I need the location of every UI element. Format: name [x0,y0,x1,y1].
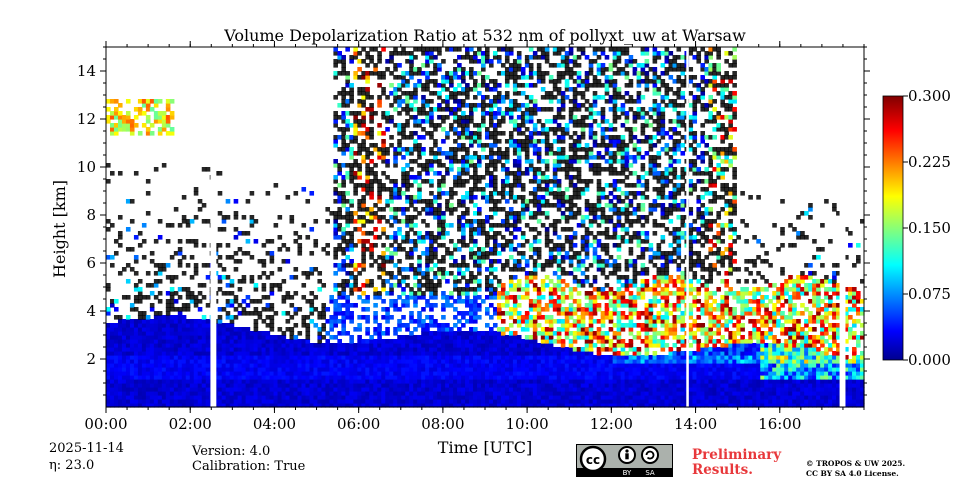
cc-license-badge: cc BY SA [576,444,673,477]
x-tick-label: 00:00 [84,415,127,433]
y-tick-label: 12 [77,110,96,128]
x-tick-label: 06:00 [337,415,380,433]
preliminary-line-2: Results. [692,462,753,478]
date-label: 2025-11-14 [49,441,124,456]
colorbar-tick-label: 0.000 [908,351,951,369]
y-tick-label: 10 [77,158,96,176]
y-tick-label: 2 [86,350,96,368]
chart-title: Volume Depolarization Ratio at 532 nm of… [223,26,746,45]
x-tick-label: 04:00 [253,415,296,433]
copyright-notice: © TROPOS & UW 2025. CC BY SA 4.0 License… [806,459,905,479]
data-gap [839,47,846,407]
calibration-label: Calibration: True [192,459,306,474]
x-tick-label: 10:00 [505,415,548,433]
x-tick-label: 16:00 [758,415,801,433]
x-tick-label: 12:00 [590,415,633,433]
y-axis: 2 4 6 8 10 12 14 [77,46,870,396]
colorbar: 0.000 0.075 0.150 0.225 0.300 [882,87,951,369]
colorbar-tick-label: 0.150 [908,219,951,237]
data-gap [210,47,217,407]
x-tick-label: 02:00 [169,415,212,433]
badge-sa-label: SA [645,469,655,477]
y-axis-label: Height [km] [50,180,69,278]
badge-by-label: BY [623,469,632,477]
colorbar-tick-label: 0.300 [908,87,951,105]
version-label: Version: 4.0 [192,444,271,459]
heatmap-plot: 00:00 02:00 04:00 06:00 08:00 10:00 12:00 14:00… [77,41,870,433]
x-tick-label: 14:00 [674,415,717,433]
copyright-line-2: CC BY SA 4.0 License. [806,469,899,478]
x-axis-label: Time [UTC] [438,438,532,457]
data-gap [686,47,689,407]
depolarization-heatmap [106,47,865,408]
y-tick-label: 4 [86,302,96,320]
sa-icon [641,446,659,464]
x-axis: 00:00 02:00 04:00 06:00 08:00 10:00 12:00 14:00… [84,41,865,433]
data-gaps [210,47,846,407]
x-tick-label: 08:00 [421,415,464,433]
preliminary-line-1: Preliminary [692,447,782,463]
preliminary-results-notice: Preliminary Results. [692,448,781,478]
y-tick-label: 14 [77,62,96,80]
colorbar-tick-label: 0.225 [908,153,951,171]
y-tick-label: 8 [86,206,96,224]
colorbar-gradient [882,95,904,361]
copyright-line-1: © TROPOS & UW 2025. [806,459,906,468]
cc-icon [579,445,607,473]
colorbar-ticks: 0.000 0.075 0.150 0.225 0.300 [903,87,951,369]
eta-label: η: 23.0 [49,458,95,473]
colorbar-tick-label: 0.075 [908,285,951,303]
y-tick-label: 6 [86,254,96,272]
